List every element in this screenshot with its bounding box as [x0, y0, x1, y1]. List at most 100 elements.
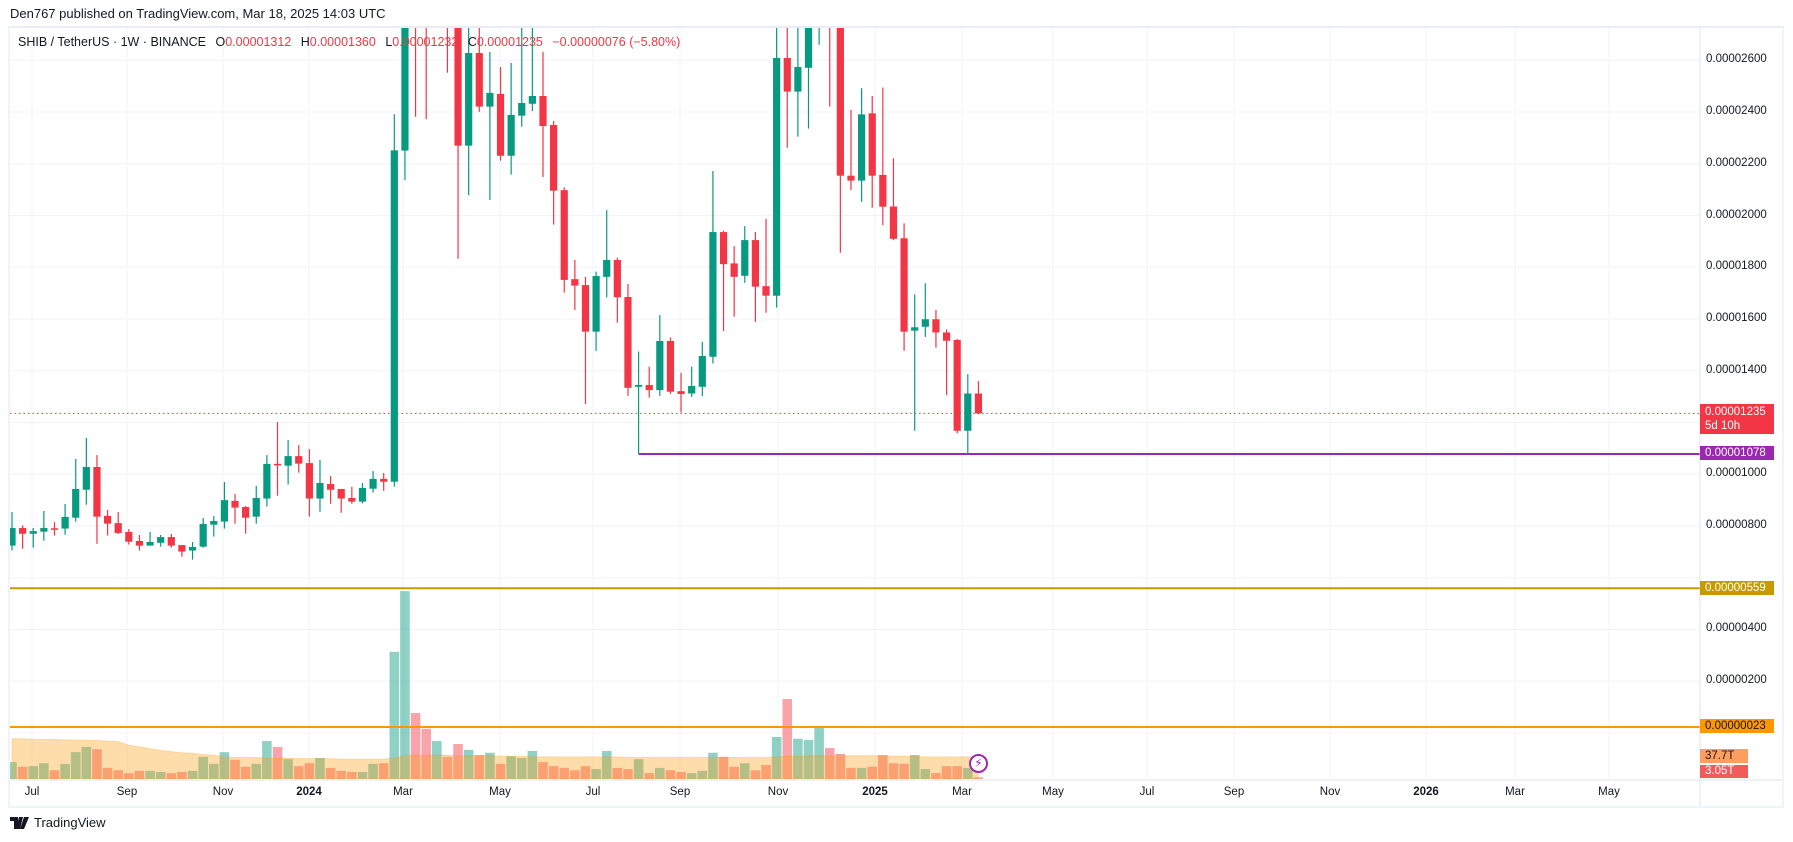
- candle-body: [709, 232, 717, 357]
- candle-body: [337, 488, 345, 499]
- volume-bar: [368, 763, 378, 779]
- candle-body: [603, 260, 611, 277]
- time-tick-label: 2025: [862, 786, 888, 798]
- close-key: C: [467, 35, 477, 49]
- volume-bar: [846, 767, 856, 779]
- candle-body: [316, 483, 324, 499]
- publish-info: Den767 published on TradingView.com, Mar…: [10, 6, 386, 21]
- low-value: 0.00001232: [392, 35, 459, 49]
- volume-bar: [347, 771, 357, 779]
- candle-body: [210, 521, 218, 525]
- candle-body: [146, 541, 154, 546]
- volume-bar: [973, 777, 984, 779]
- candle-body: [900, 238, 908, 332]
- open-key: O: [215, 35, 226, 49]
- candle-body: [634, 384, 643, 387]
- volume-ma-area: [11, 738, 979, 779]
- candle-body: [369, 478, 377, 489]
- candle-body: [964, 393, 972, 431]
- symbol-title[interactable]: SHIB / TetherUS · 1W · BINANCE: [18, 35, 207, 49]
- time-tick-label: Jul: [1139, 786, 1155, 798]
- candle-body: [528, 96, 536, 104]
- volume-bar: [516, 757, 527, 779]
- candle-body: [953, 339, 961, 431]
- volume-bar: [400, 591, 410, 779]
- volume-bar: [750, 770, 761, 779]
- volume-bar: [814, 727, 824, 779]
- volume-bar: [187, 770, 198, 779]
- candle-body: [773, 57, 781, 296]
- volume-bar: [240, 766, 251, 779]
- candle-body: [295, 456, 303, 464]
- time-tick-label: Nov: [212, 786, 234, 798]
- candle-body: [305, 463, 313, 499]
- price-levels: [10, 412, 1700, 728]
- time-tick-label: Mar: [952, 786, 972, 798]
- volume-bar: [39, 763, 49, 779]
- time-tick-label: May: [1598, 786, 1620, 798]
- volume-bar: [60, 763, 70, 779]
- volume-bar: [612, 767, 623, 779]
- volume-bar: [952, 766, 962, 779]
- volume-bar: [835, 753, 846, 779]
- candle-body: [783, 57, 791, 92]
- high-key: H: [300, 35, 310, 49]
- chart-frame: [8, 26, 1784, 808]
- volume-bar: [315, 757, 325, 779]
- volume-bar: [442, 756, 453, 779]
- volume-bar: [283, 759, 293, 779]
- volume-bar: [389, 651, 400, 779]
- volume-bar: [601, 750, 612, 779]
- time-tick-label: Sep: [116, 786, 138, 798]
- candle-body: [10, 528, 16, 546]
- volume-bar: [272, 746, 283, 779]
- volume-bar: [124, 773, 134, 779]
- candle-body: [879, 174, 887, 207]
- candle-body: [496, 93, 505, 156]
- volume-bar: [378, 763, 389, 779]
- volume-bar: [198, 756, 208, 779]
- volume-bar: [931, 773, 941, 779]
- candle-body: [273, 463, 282, 466]
- candle-body: [613, 260, 621, 298]
- time-tick-label: Mar: [1505, 786, 1525, 798]
- candle-body: [19, 528, 27, 534]
- candle-body: [327, 484, 335, 490]
- volume-bar: [262, 741, 272, 779]
- volume-bar: [623, 769, 633, 779]
- volume-bar: [867, 766, 878, 779]
- volume-bar: [495, 763, 506, 779]
- candle-body: [550, 124, 558, 191]
- candle-body: [263, 463, 271, 499]
- tradingview-logo[interactable]: TradingView: [10, 815, 106, 830]
- open-value: 0.00001312: [225, 35, 292, 49]
- volume-bar: [909, 755, 920, 779]
- candle-body: [836, 28, 844, 176]
- volume-bar: [432, 741, 442, 779]
- volume-bar: [474, 755, 485, 779]
- volume-bar: [28, 766, 39, 779]
- candle-body: [475, 53, 483, 107]
- candle-body: [231, 500, 239, 508]
- volume-bar: [485, 752, 495, 779]
- lightning-icon[interactable]: ⚡: [969, 754, 988, 773]
- candle-body: [932, 319, 940, 333]
- price-tick-label: 0.00002200: [1706, 156, 1767, 169]
- volume-bar: [697, 770, 708, 779]
- volume-bar: [824, 748, 835, 779]
- volume-bar: [134, 770, 145, 779]
- level-price-tag: 0.00000559: [1700, 581, 1774, 595]
- volume-bar: [219, 752, 230, 779]
- time-tick-label: Jul: [24, 786, 40, 798]
- candle-body: [199, 523, 207, 547]
- candle-body: [167, 537, 175, 546]
- candle-body: [719, 232, 728, 265]
- volume-pane: [10, 591, 984, 779]
- candle-body: [889, 206, 898, 239]
- candle-body: [942, 332, 951, 341]
- volume-bar: [963, 767, 973, 779]
- volume-bar: [17, 766, 28, 779]
- price-tick-label: 0.00002400: [1706, 105, 1767, 118]
- volume-bar: [410, 713, 421, 779]
